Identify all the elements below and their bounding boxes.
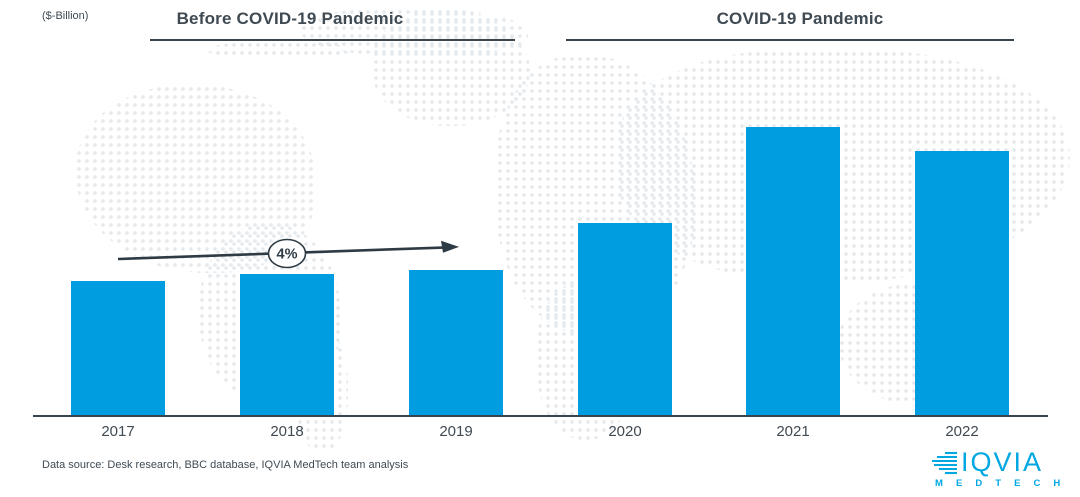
iqvia-stripes-icon (932, 451, 957, 474)
bar-2021 (746, 127, 840, 415)
growth-badge-label: 4% (277, 247, 298, 263)
x-axis-label-2021: 2021 (776, 423, 810, 440)
bar-2022 (915, 151, 1009, 415)
x-axis-line (33, 415, 1048, 417)
x-axis-label-2022: 2022 (945, 423, 979, 440)
bar-2019 (409, 270, 503, 415)
trend-arrow-annotation: 4% (117, 238, 459, 269)
bar-2018 (240, 274, 334, 415)
bar-2020 (578, 223, 672, 415)
world-map-dots-greenland (372, 10, 530, 126)
bar-2017 (71, 281, 165, 415)
x-axis-label-2020: 2020 (608, 423, 642, 440)
world-map-dots-title-band (206, 41, 352, 59)
x-axis-label-2019: 2019 (439, 423, 473, 440)
growth-badge-ellipse (267, 238, 307, 269)
period-title-covid: COVID-19 Pandemic (716, 9, 884, 28)
period-underline-before-covid (150, 39, 515, 41)
logo-brand-text: IQVIA (961, 447, 1044, 477)
period-underline-covid (566, 39, 1014, 41)
y-axis-units-label: ($-Billion) (42, 10, 89, 22)
x-axis-label-2018: 2018 (270, 423, 304, 440)
period-title-before-covid: Before COVID-19 Pandemic (176, 9, 404, 28)
x-axis-label-2017: 2017 (101, 423, 135, 440)
iqvia-medtech-logo: IQVIA M E D T E C H (931, 449, 1065, 489)
trend-arrow-head (441, 240, 459, 253)
data-source-note: Data source: Desk research, BBC database… (42, 459, 409, 471)
logo-subbrand-text: M E D T E C H (935, 478, 1066, 489)
